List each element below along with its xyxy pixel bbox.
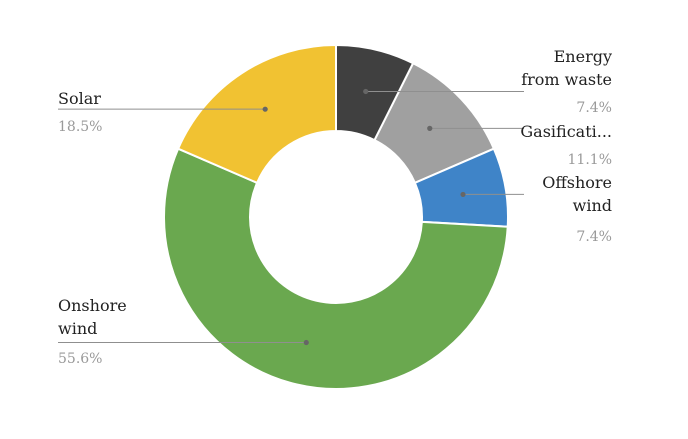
chart-slices: [163, 43, 509, 390]
chart-leader-lines: [58, 88, 524, 346]
slice-label-onshore-wind-line-1: Onshore: [58, 296, 127, 315]
slice-label-offshore-wind-line-2: wind: [573, 196, 612, 215]
leader-dot-onshore-wind: [303, 339, 309, 346]
slice-onshore-wind[interactable]: [163, 147, 509, 390]
slice-label-gasificati: Gasificati...: [520, 122, 612, 141]
slice-value-energy-from-waste: 7.4%: [576, 100, 612, 116]
leader-dot-gasificati: [427, 125, 433, 131]
slice-value-gasificati: 11.1%: [568, 152, 612, 168]
slice-label-offshore-wind-line-1: Offshore: [542, 173, 612, 192]
slice-label-energy-from-waste-line-2: from waste: [521, 70, 612, 89]
leader-dot-offshore-wind: [460, 191, 466, 198]
slice-label-solar: Solar: [58, 89, 101, 108]
slice-value-offshore-wind: 7.4%: [576, 229, 612, 245]
leader-dot-solar: [262, 106, 268, 112]
leader-dot-energy-from-waste: [363, 88, 369, 95]
slice-solar[interactable]: [176, 43, 337, 185]
slice-label-onshore-wind-line-2: wind: [58, 319, 97, 338]
chart-labels: Energy from waste 7.4% Gasificati... 11.1% Of…: [58, 47, 612, 367]
slice-label-energy-from-waste-line-1: Energy: [554, 47, 612, 66]
slice-value-onshore-wind: 55.6%: [58, 351, 102, 367]
slice-value-solar: 18.5%: [58, 119, 102, 135]
